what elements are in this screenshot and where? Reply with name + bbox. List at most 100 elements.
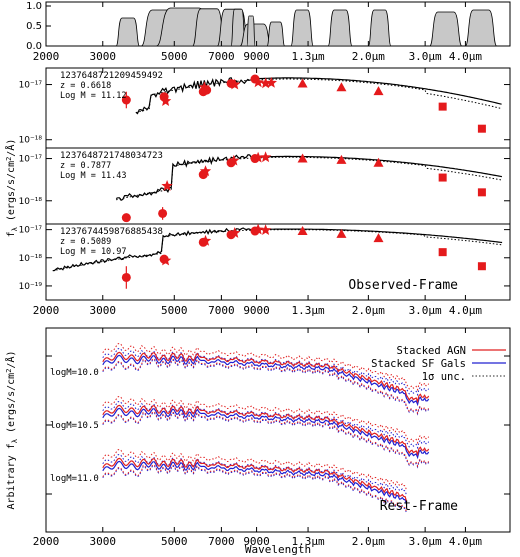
x-tick-label: 7000 (208, 50, 235, 63)
y-tick-label: 10⁻¹⁸ (19, 136, 43, 146)
model-curve (52, 226, 503, 272)
x-tick-label: 5000 (161, 50, 188, 63)
object-id: 1237648721748034723 (60, 151, 163, 161)
x-tick-label: 7000 (208, 304, 235, 317)
observed-frame-label: Observed-Frame (348, 278, 458, 293)
photometry-star (199, 234, 212, 246)
photometry-square (438, 173, 447, 182)
legend-label: 1σ unc. (422, 371, 466, 383)
observed-x-ticks: 2000 3000 5000 7000 9000 1.3μm 2.0μm 3.0μm 4.0μm (33, 68, 482, 317)
mass-label: Log M = 10.97 (60, 247, 127, 257)
photometry-star (229, 227, 241, 238)
photometry-circle (121, 272, 131, 282)
mass-label: Log M = 11.43 (60, 171, 127, 181)
photometry-star (252, 223, 264, 235)
model-curve (115, 154, 503, 201)
agn-stack-curve (102, 404, 430, 457)
photometry-square (477, 188, 486, 197)
mass-label: Log M = 11.12 (60, 91, 127, 101)
x-tick-label: 4.0μm (449, 304, 482, 317)
observed-y-axis-label: fλ (ergs/s/cm2/Å) (4, 139, 19, 238)
photometry-triangle (297, 226, 308, 236)
filter-band (266, 21, 286, 47)
x-tick-label: 2.0μm (352, 50, 385, 63)
filter-x-ticks: 2000 3000 5000 7000 9000 1.3μm 2.0μm 3.0μm 4.0μm (33, 2, 482, 63)
photometry-square (477, 124, 486, 133)
rest-frame-frame (45, 327, 511, 533)
y-tick-label: 10⁻¹⁸ (19, 254, 43, 264)
x-tick-label: 1.3μm (291, 50, 324, 63)
redshift-label: zspec = 0.5089 (60, 237, 111, 247)
agn-lower-unc (102, 464, 407, 513)
x-tick-label: 9000 (243, 50, 270, 63)
x-tick-label: 3000 (90, 304, 117, 317)
x-tick-label: 3.0μm (409, 535, 442, 548)
photometry-star (252, 76, 264, 88)
x-tick-label: 2.0μm (352, 535, 385, 548)
filter-panel: 0.0 0.5 1.0 2000 3000 5000 7000 9000 1.3μm 2.0μm… (26, 1, 511, 63)
photometry-star (259, 77, 272, 89)
rest-frame-curves (46, 342, 510, 514)
agn-lower-unc (102, 411, 430, 468)
x-tick-label: 5000 (161, 535, 188, 548)
mass-bin-label: logM=10.5 (50, 421, 99, 431)
agn-lower-unc (102, 358, 430, 415)
x-tick-label: 4.0μm (449, 50, 482, 63)
model-curve (135, 74, 502, 115)
y-tick-label: 10⁻¹⁹ (19, 282, 43, 292)
redshift-label: zspec = 0.6618 (60, 81, 111, 91)
filter-band (367, 9, 392, 47)
x-tick-label: 2000 (33, 304, 60, 317)
filter-band (429, 11, 463, 47)
x-tick-label: 3000 (90, 50, 117, 63)
x-tick-label: 2000 (33, 50, 60, 63)
object-id: 1237648721209459492 (60, 71, 163, 81)
photometry-star (265, 76, 277, 88)
photometry-star (199, 165, 212, 177)
rest-y-axis-label: Arbitrary fλ (ergs/s/cm2/Å) (4, 351, 19, 510)
filter-y-ticks: 0.0 0.5 1.0 (26, 1, 51, 52)
photometry-circle (202, 85, 212, 95)
photometry-square (438, 248, 447, 257)
legend-label: Stacked AGN (396, 345, 466, 357)
y-tick-label: 10⁻¹⁸ (19, 197, 43, 207)
object-id: 1237674459876885438 (60, 227, 163, 237)
agn-stack-curve (102, 351, 430, 404)
model-curve-dotted (135, 78, 502, 114)
y-tick-label: 10⁻¹⁷ (19, 81, 43, 91)
x-tick-label: 9000 (243, 304, 270, 317)
legend-label: Stacked SF Gals (371, 358, 466, 370)
photometry-triangle (297, 153, 308, 163)
photometry-star (159, 254, 172, 266)
rest-frame-panel: logM=10.0 logM=10.5 logM=11.0 Stacked AGNS… (4, 327, 511, 556)
rest-x-ticks: 2000 3000 5000 7000 9000 1.3μm 2.0μm 3.0μm 4.0μm (33, 328, 482, 548)
photometry-star (229, 78, 241, 90)
sf-lower-unc (102, 465, 407, 514)
photometry-circle (121, 95, 131, 105)
photometry-triangle (336, 154, 347, 164)
filter-band (290, 9, 314, 47)
x-tick-label: 3.0μm (409, 50, 442, 63)
photometry-triangle (373, 86, 384, 96)
x-tick-label: 4.0μm (449, 535, 482, 548)
x-tick-label: 3.0μm (409, 304, 442, 317)
sf-stack-curve (102, 354, 430, 407)
observed-frame-panels: 10⁻¹⁷ 10⁻¹⁸ 1237648721209459492zspec = 0.6… (4, 67, 511, 317)
photometry-star (252, 151, 264, 163)
x-axis-label: Wavelength (245, 543, 311, 556)
redshift-label: zspec = 0.7877 (60, 161, 111, 171)
sf-stack-curve (102, 407, 430, 460)
x-tick-label: 7000 (208, 535, 235, 548)
filter-bands (115, 7, 498, 47)
photometry-circle (121, 213, 131, 223)
x-tick-label: 2.0μm (352, 304, 385, 317)
x-tick-label: 5000 (161, 304, 188, 317)
mass-bin-label: logM=10.0 (50, 368, 99, 378)
rest-mass-labels: logM=10.0 logM=10.5 logM=11.0 (50, 368, 99, 484)
y-tick-label: 0.5 (26, 21, 42, 32)
y-tick-label: 10⁻¹⁷ (19, 155, 43, 165)
photometry-star (259, 224, 272, 235)
rest-frame-label: Rest-Frame (380, 499, 458, 514)
